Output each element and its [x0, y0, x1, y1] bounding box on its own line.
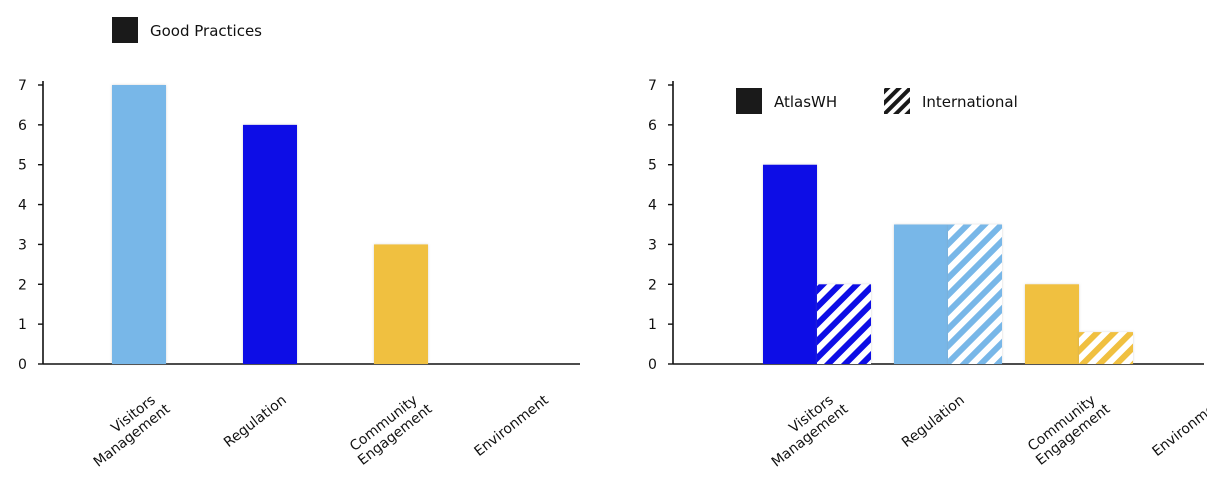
y-tick-label: 0 — [18, 357, 27, 373]
y-tick-label: 6 — [18, 118, 27, 134]
x-category-label: Regulation — [899, 392, 968, 451]
legend-swatch-solid — [736, 88, 762, 114]
y-tick-label: 1 — [648, 317, 657, 333]
x-category-label: Environment — [1149, 392, 1207, 460]
y-tick-label: 7 — [18, 78, 27, 94]
x-category-label: Regulation — [221, 392, 290, 451]
y-tick-label: 4 — [18, 198, 27, 214]
y-tick-label: 7 — [648, 78, 657, 94]
x-category-label: VisitorsManagement — [759, 388, 852, 470]
bar-hatched — [948, 224, 1002, 364]
x-category-label: Environment — [471, 392, 552, 460]
bar-hatched — [1079, 332, 1133, 364]
x-category-label: CommunityEngagement — [1023, 388, 1113, 469]
y-tick-label: 1 — [18, 317, 27, 333]
x-category-label: CommunityEngagement — [345, 388, 435, 469]
bar — [112, 85, 166, 364]
bar-hatched — [817, 284, 871, 364]
bar — [894, 224, 948, 364]
bar — [374, 244, 428, 364]
y-tick-label: 0 — [648, 357, 657, 373]
bar — [243, 124, 297, 364]
bar — [1025, 284, 1079, 364]
y-tick-label: 6 — [648, 118, 657, 134]
x-category-label: VisitorsManagement — [81, 388, 174, 470]
legend-label: AtlasWH — [774, 93, 837, 111]
legend-label: International — [922, 93, 1018, 111]
legend-swatch-solid — [112, 17, 138, 43]
y-tick-label: 5 — [648, 158, 657, 174]
y-tick-label: 2 — [648, 277, 657, 293]
y-tick-label: 3 — [648, 237, 657, 253]
y-tick-label: 4 — [648, 198, 657, 214]
bar — [763, 164, 817, 364]
legend-swatch-hatched — [884, 88, 910, 114]
y-tick-label: 2 — [18, 277, 27, 293]
legend-label: Good Practices — [150, 22, 262, 40]
y-tick-label: 3 — [18, 237, 27, 253]
y-tick-label: 5 — [18, 158, 27, 174]
